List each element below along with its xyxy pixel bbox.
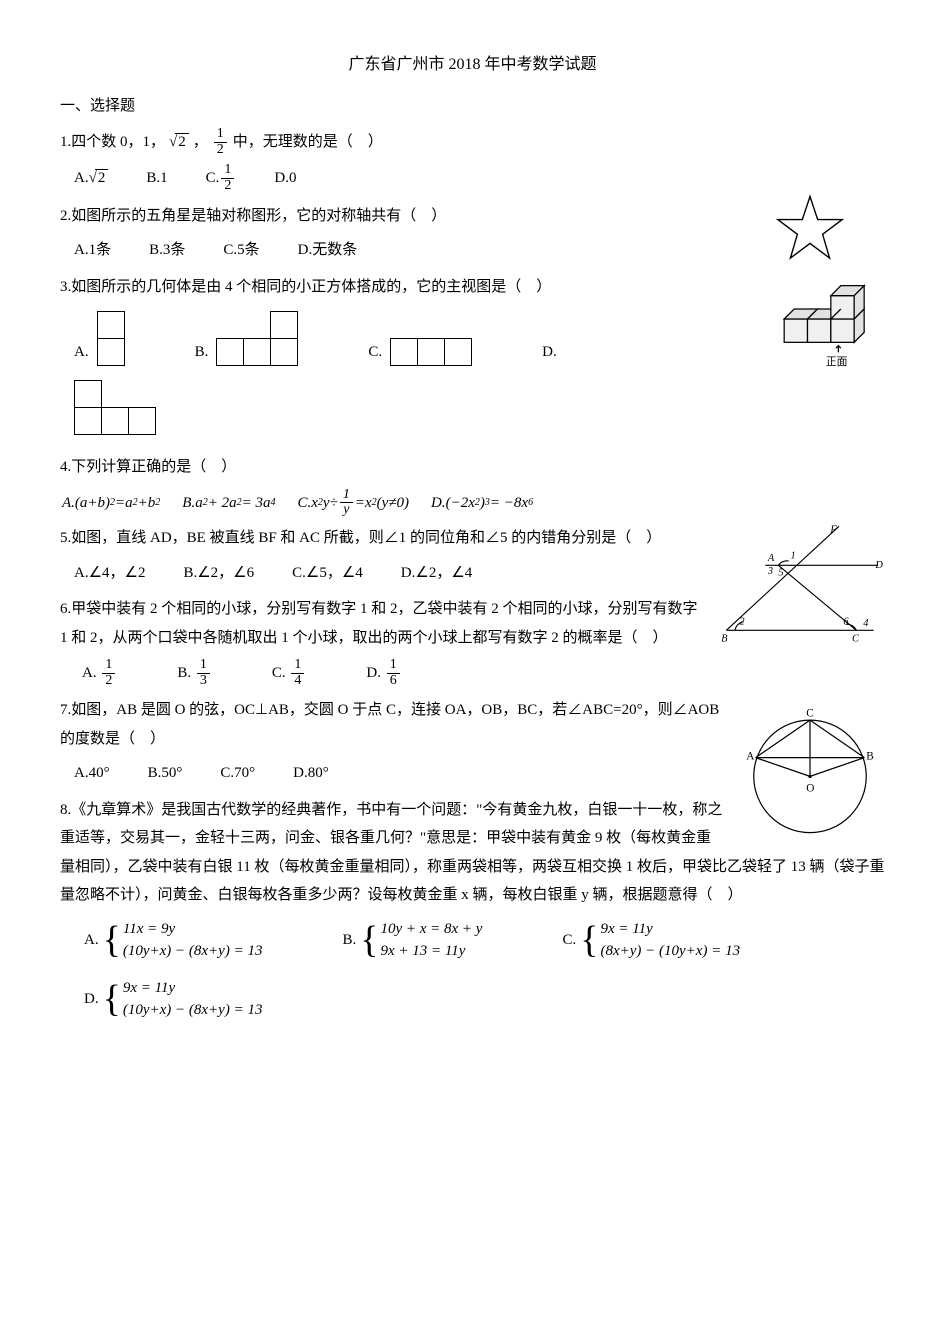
question-5: 5.如图，直线 AD，BE 被直线 BF 和 AC 所截，则∠1 的同位角和∠5… [60,524,885,553]
q6-opt-a: A. 12 [82,658,117,688]
q8-options: A. {11x = 9y(10y+x) − (8x+y) = 13 B. {10… [84,918,885,1022]
q6-opt-d: D. 16 [366,658,401,688]
q6-opt-b: B. 13 [177,658,212,688]
q2-opt-a: A.1条 [74,236,111,265]
question-8: 8.《九章算术》是我国古代数学的经典著作，书中有一个问题："今有黄金九枚，白银一… [60,796,885,910]
grid-figure [216,311,298,366]
q1-opt-a: A. 2 [74,164,108,193]
grid-figure [74,380,156,435]
question-2: 2.如图所示的五角星是轴对称图形，它的对称轴共有（ ） [60,202,885,231]
q1-opt-d: D.0 [274,164,296,193]
svg-text:D: D [874,560,883,571]
q1-text-c: 中，无理数的是（ ） [233,128,383,157]
q2-opt-b: B.3条 [149,236,185,265]
front-label: 正面 [826,355,848,367]
svg-text:O: O [806,783,814,795]
q6-opt-c: C. 14 [272,658,307,688]
q4-opt-c: C.x2y ÷ 1y = x2(y≠0) [297,488,409,518]
grid-figure [390,338,472,366]
q8-opt-b: B. {10y + x = 8x + y9x + 13 = 11y [342,918,482,963]
svg-text:3: 3 [767,566,773,577]
q3-options: A. B. C. D. [74,311,765,366]
q5-opt-d: D.∠2，∠4 [401,559,472,588]
q2-options: A.1条 B.3条 C.5条 D.无数条 [74,236,885,265]
q7-options: A.40° B.50° C.70° D.80° [74,759,725,788]
q8-opt-d: D. {9x = 11y(10y+x) − (8x+y) = 13 [84,977,262,1022]
q1-opt-b: B.1 [146,164,167,193]
q1-options: A. 2 B.1 C. 12 D.0 [74,163,885,193]
q8-opt-a: A. {11x = 9y(10y+x) − (8x+y) = 13 [84,918,262,963]
svg-text:A: A [767,553,775,564]
question-7: 7.如图，AB 是圆 O 的弦，OC⊥AB，交圆 O 于点 C，连接 OA，OB… [60,696,885,753]
q4-opt-d: D.(−2x2)3 = −8x6 [431,489,533,518]
q7-opt-c: C.70° [220,759,255,788]
sqrt-icon: 2 [169,128,189,157]
q1-text-a: 1.四个数 0，1， [60,128,165,157]
q7-opt-d: D.80° [293,759,329,788]
grid-figure [97,311,125,366]
q7-opt-b: B.50° [148,759,183,788]
q2-opt-d: D.无数条 [298,236,358,265]
fraction: 12 [214,127,227,157]
q4-options: A.(a+b)2 = a2+b2 B.a2 + 2a2 = 3a4 C.x2y … [62,488,885,518]
q6-options: A. 12 B. 13 C. 14 D. 16 [82,658,885,688]
q4-opt-b: B.a2 + 2a2 = 3a4 [182,489,275,518]
q1-text-b: ， [193,128,208,157]
question-6: 6.甲袋中装有 2 个相同的小球，分别写有数字 1 和 2，乙袋中装有 2 个相… [60,595,885,652]
q1-opt-c: C. 12 [206,163,237,193]
q5-opt-b: B.∠2，∠6 [183,559,254,588]
q5-opt-a: A.∠4，∠2 [74,559,145,588]
page-title: 广东省广州市 2018 年中考数学试题 [60,50,885,80]
q3-opt-c: C. [368,338,472,367]
q3-opt-a: A. [74,311,125,366]
q7-opt-a: A.40° [74,759,110,788]
fraction: 12 [221,163,234,193]
q3-opt-b: B. [195,311,299,366]
q4-opt-a: A.(a+b)2 = a2+b2 [62,489,160,518]
question-3: 3.如图所示的几何体是由 4 个相同的小正方体搭成的，它的主视图是（ ） [60,273,885,302]
section-heading: 一、选择题 [60,92,885,121]
q8-opt-c: C. {9x = 11y(8x+y) − (10y+x) = 13 [562,918,740,963]
question-4: 4.下列计算正确的是（ ） [60,453,885,482]
question-1: 1.四个数 0，1， 2 ， 12 中，无理数的是（ ） [60,127,885,157]
q5-options: A.∠4，∠2 B.∠2，∠6 C.∠5，∠4 D.∠2，∠4 [74,559,705,588]
sqrt-icon: 2 [89,164,109,193]
q2-opt-c: C.5条 [223,236,259,265]
q3-opt-d: D. [542,338,557,367]
q5-opt-c: C.∠5，∠4 [292,559,363,588]
svg-text:5: 5 [778,568,783,579]
